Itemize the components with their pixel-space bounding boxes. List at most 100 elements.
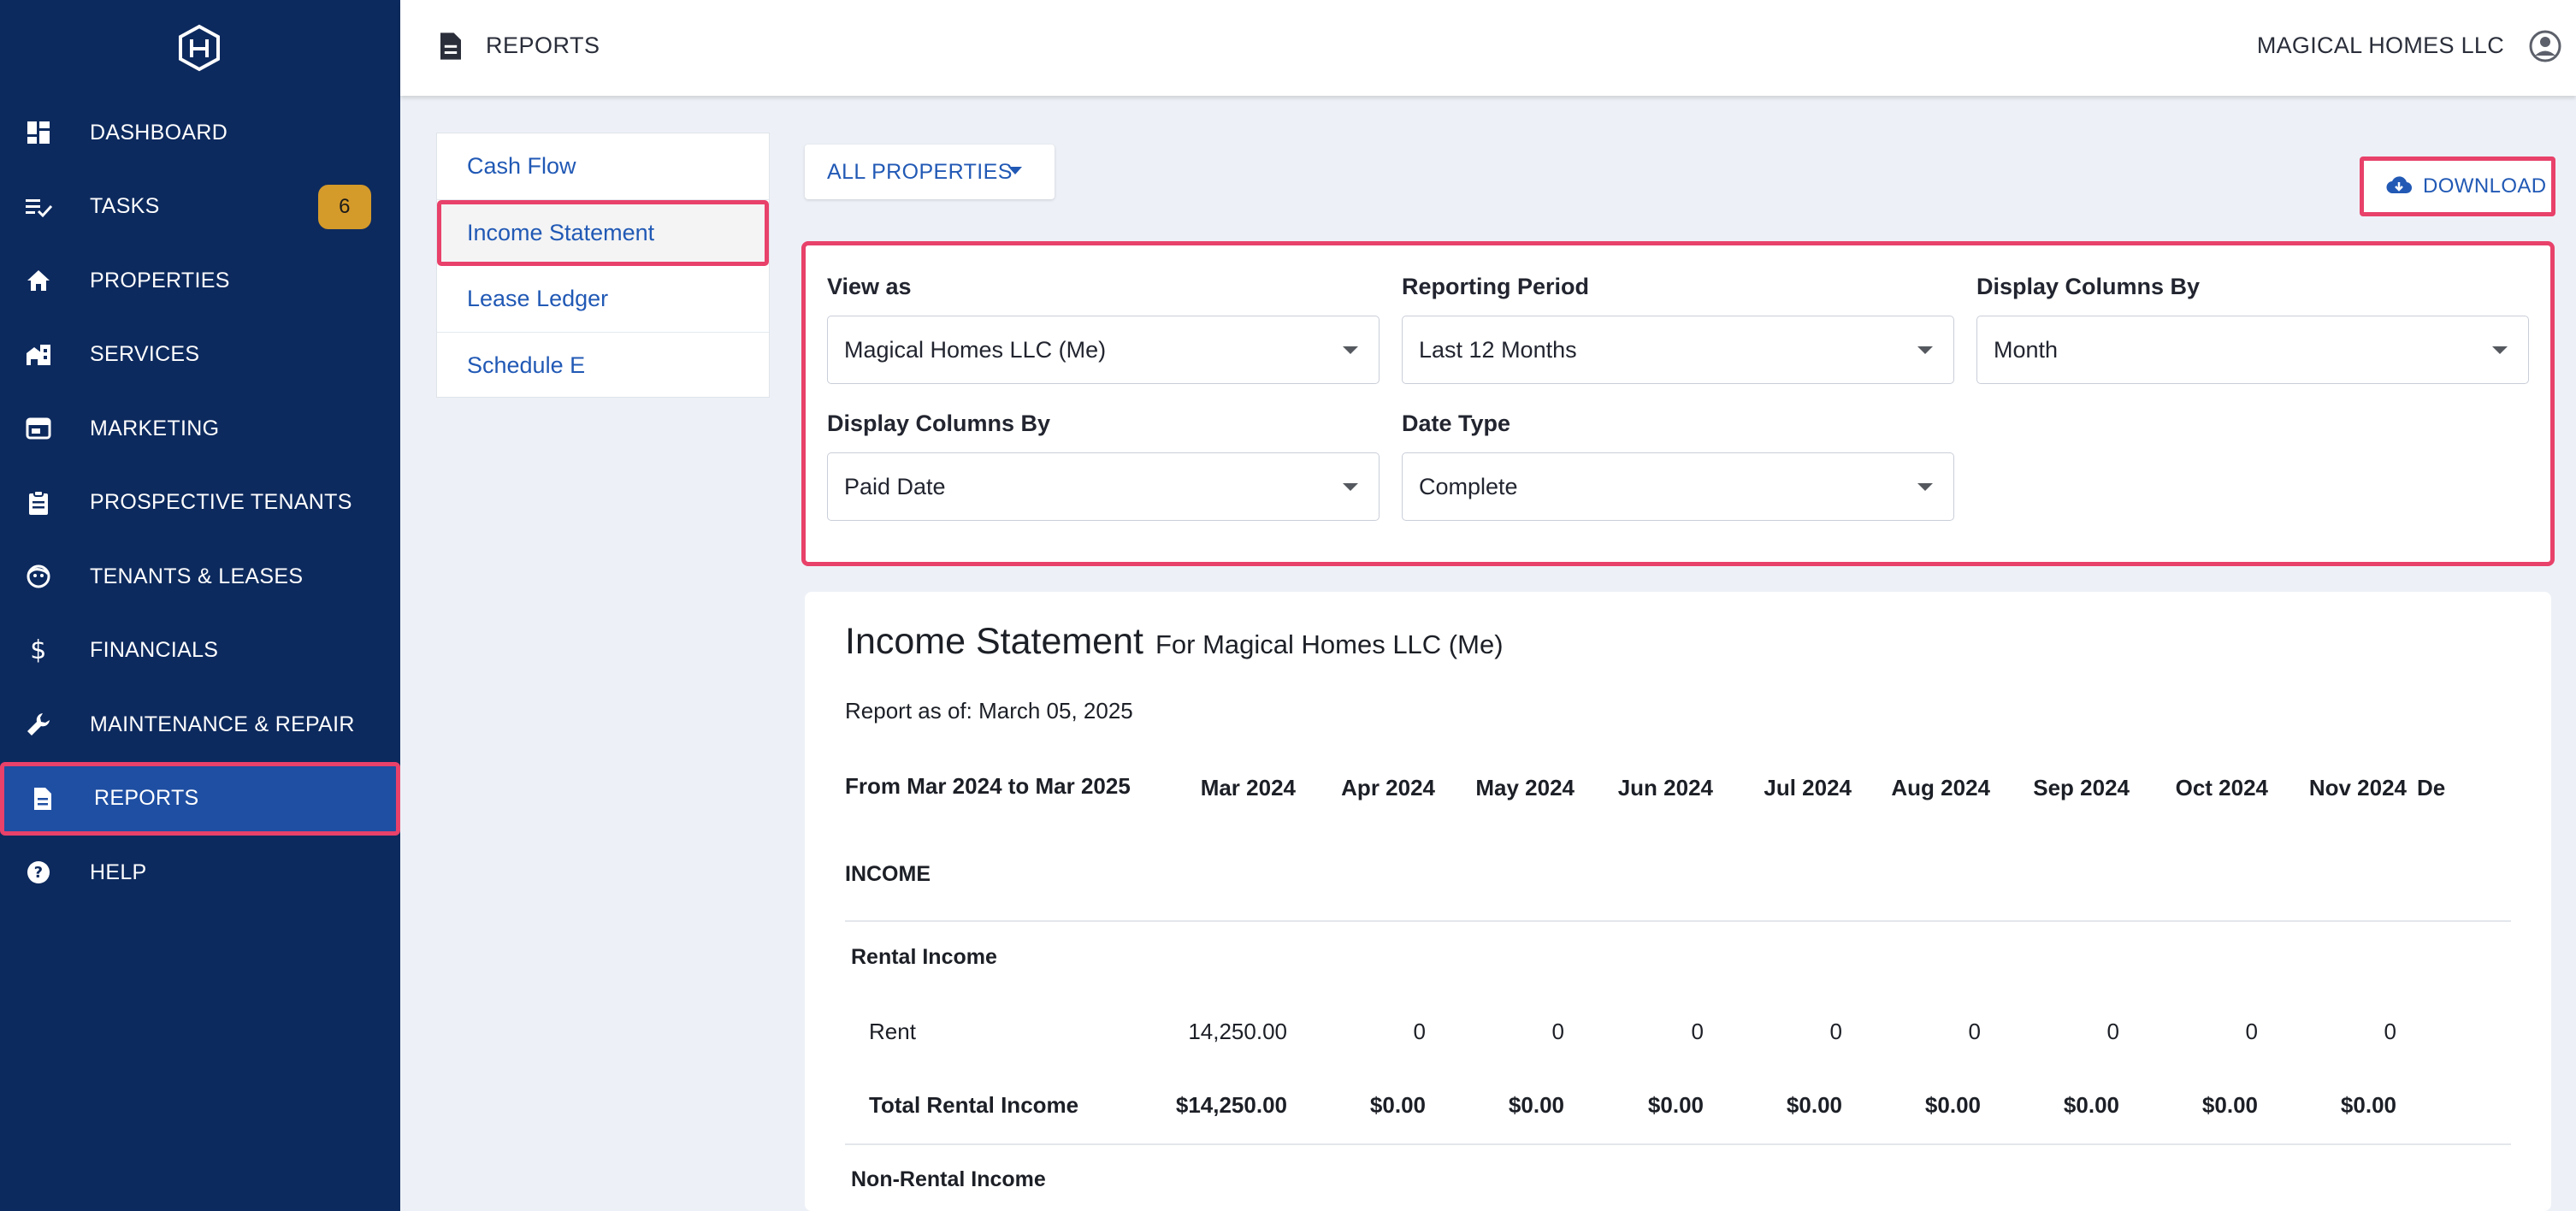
caret-down-icon <box>1343 483 1358 491</box>
tasks-count-badge: 6 <box>318 184 371 229</box>
display-columns-by-select[interactable]: Month <box>1976 316 2529 384</box>
divider <box>845 1143 2511 1145</box>
sidebar-item-tenants-leases[interactable]: TENANTS & LEASES <box>0 540 400 614</box>
column-header: May 2024 <box>1475 775 1575 800</box>
sidebar-item-services[interactable]: SERVICES <box>0 318 400 393</box>
table-clip-edge <box>2511 754 2551 823</box>
page-title: REPORTS <box>486 32 600 58</box>
reporting-period-value: Last 12 Months <box>1419 336 1577 363</box>
report-title: Income Statement <box>845 621 1143 662</box>
reporting-period-label: Reporting Period <box>1402 274 1590 299</box>
total-rental-income-cell: $0.00 <box>1508 1092 1564 1118</box>
sidebar-item-label: TASKS <box>90 194 160 219</box>
top-bar: REPORTS MAGICAL HOMES LLC <box>400 0 2576 96</box>
view-as-label: View as <box>827 274 912 299</box>
report-type-list: Cash Flow Income Statement Lease Ledger … <box>436 133 770 398</box>
reporting-period-select[interactable]: Last 12 Months <box>1402 316 1954 384</box>
cloud-download-icon <box>2386 176 2412 194</box>
sidebar-item-label: HELP <box>90 860 147 884</box>
total-rental-income-cell: $0.00 <box>1786 1092 1842 1118</box>
sidebar-item-tasks[interactable]: TASKS 6 <box>0 170 400 245</box>
sidebar-item-marketing[interactable]: MARKETING <box>0 392 400 466</box>
sidebar-item-reports[interactable]: REPORTS <box>0 761 400 836</box>
sidebar-item-financials[interactable]: $ FINANCIALS <box>0 614 400 688</box>
sidebar-item-label: DASHBOARD <box>90 120 228 145</box>
sidebar-item-maintenance-repair[interactable]: MAINTENANCE & REPAIR <box>0 688 400 762</box>
non-rental-income-heading: Non-Rental Income <box>851 1167 1046 1191</box>
sidebar-item-help[interactable]: ? HELP <box>0 836 400 910</box>
caret-down-icon <box>1008 167 1022 174</box>
date-type-value: Complete <box>1419 473 1518 499</box>
income-section-heading: INCOME <box>845 862 931 886</box>
sidebar-item-label: REPORTS <box>94 786 199 811</box>
view-as-value: Magical Homes LLC (Me) <box>844 336 1107 363</box>
total-rental-income-cell: $0.00 <box>2063 1092 2119 1118</box>
properties-dropdown-label: ALL PROPERTIES <box>827 159 1013 184</box>
download-button[interactable]: DOWNLOAD <box>2360 157 2555 216</box>
display-columns-by-label: Display Columns By <box>1976 274 2201 299</box>
document-icon <box>28 784 57 813</box>
dollar-icon: $ <box>30 635 47 666</box>
document-icon <box>440 32 461 60</box>
rent-cell: 0 <box>2245 1019 2258 1044</box>
total-rental-income-cell: $0.00 <box>2201 1092 2258 1118</box>
tasks-icon <box>24 192 53 222</box>
wrench-icon <box>24 710 53 739</box>
house-hex-logo[interactable] <box>175 24 223 72</box>
date-type-label: Date Type <box>1402 411 1511 436</box>
help-icon: ? <box>24 858 53 887</box>
rent-cell: 0 <box>1691 1019 1704 1044</box>
total-rental-income-cell: $0.00 <box>2340 1092 2396 1118</box>
column-header: Aug 2024 <box>1891 775 1990 800</box>
account-icon[interactable] <box>2528 29 2562 63</box>
total-rental-income-cell: $14,250.00 <box>1175 1092 1287 1118</box>
svg-text:?: ? <box>34 864 44 882</box>
rent-cell: 14,250.00 <box>1188 1019 1287 1044</box>
home-icon <box>24 266 53 295</box>
sidebar-item-label: MARKETING <box>90 416 220 440</box>
report-as-of: Report as of: March 05, 2025 <box>845 698 1133 724</box>
properties-dropdown[interactable]: ALL PROPERTIES <box>805 145 1055 199</box>
income-statement-report: Income Statement For Magical Homes LLC (… <box>805 592 2551 1211</box>
rent-cell: 0 <box>1829 1019 1842 1044</box>
sidebar-item-properties[interactable]: PROPERTIES <box>0 244 400 318</box>
rent-cell: 0 <box>2384 1019 2396 1044</box>
date-type-select[interactable]: Complete <box>1402 452 1954 521</box>
company-name[interactable]: MAGICAL HOMES LLC <box>2256 32 2504 58</box>
column-header: Mar 2024 <box>1200 775 1296 800</box>
column-header: Jul 2024 <box>1764 775 1852 800</box>
report-type-income-statement[interactable]: Income Statement <box>437 199 769 266</box>
display-columns-by-date-label: Display Columns By <box>827 411 1051 436</box>
report-subtitle: For Magical Homes LLC (Me) <box>1155 629 1504 659</box>
sidebar-item-dashboard[interactable]: DASHBOARD <box>0 96 400 170</box>
report-type-cash-flow[interactable]: Cash Flow <box>437 133 769 200</box>
rent-cell: 0 <box>2106 1019 2119 1044</box>
display-columns-by-date-select[interactable]: Paid Date <box>827 452 1380 521</box>
clipboard-icon <box>24 488 53 517</box>
caret-down-icon <box>2492 346 2508 354</box>
services-icon <box>24 340 53 369</box>
view-as-select[interactable]: Magical Homes LLC (Me) <box>827 316 1380 384</box>
total-rental-income-cell: $0.00 <box>1924 1092 1981 1118</box>
column-header: Sep 2024 <box>2033 775 2130 800</box>
marketing-icon <box>24 414 53 443</box>
sidebar-item-label: MAINTENANCE & REPAIR <box>90 712 355 736</box>
sidebar-item-prospective-tenants[interactable]: PROSPECTIVE TENANTS <box>0 466 400 541</box>
column-header: Jun 2024 <box>1617 775 1713 800</box>
face-icon <box>24 562 53 591</box>
sidebar-item-label: SERVICES <box>90 342 200 367</box>
sidebar-item-label: FINANCIALS <box>90 638 219 663</box>
rental-income-heading: Rental Income <box>851 945 997 969</box>
caret-down-icon <box>1343 346 1358 354</box>
sidebar: DASHBOARD TASKS 6 PROPERTIES SERVICES <box>0 0 400 1211</box>
rent-cell: 0 <box>1968 1019 1981 1044</box>
download-label: DOWNLOAD <box>2423 174 2547 198</box>
report-type-lease-ledger[interactable]: Lease Ledger <box>437 266 769 333</box>
divider <box>845 920 2511 922</box>
display-columns-by-date-value: Paid Date <box>844 473 946 499</box>
display-columns-by-value: Month <box>1994 336 2059 363</box>
report-type-schedule-e[interactable]: Schedule E <box>467 351 586 378</box>
total-rental-income-cell: $0.00 <box>1369 1092 1426 1118</box>
total-rental-income-label: Total Rental Income <box>869 1092 1079 1118</box>
column-header: Oct 2024 <box>2175 775 2268 800</box>
